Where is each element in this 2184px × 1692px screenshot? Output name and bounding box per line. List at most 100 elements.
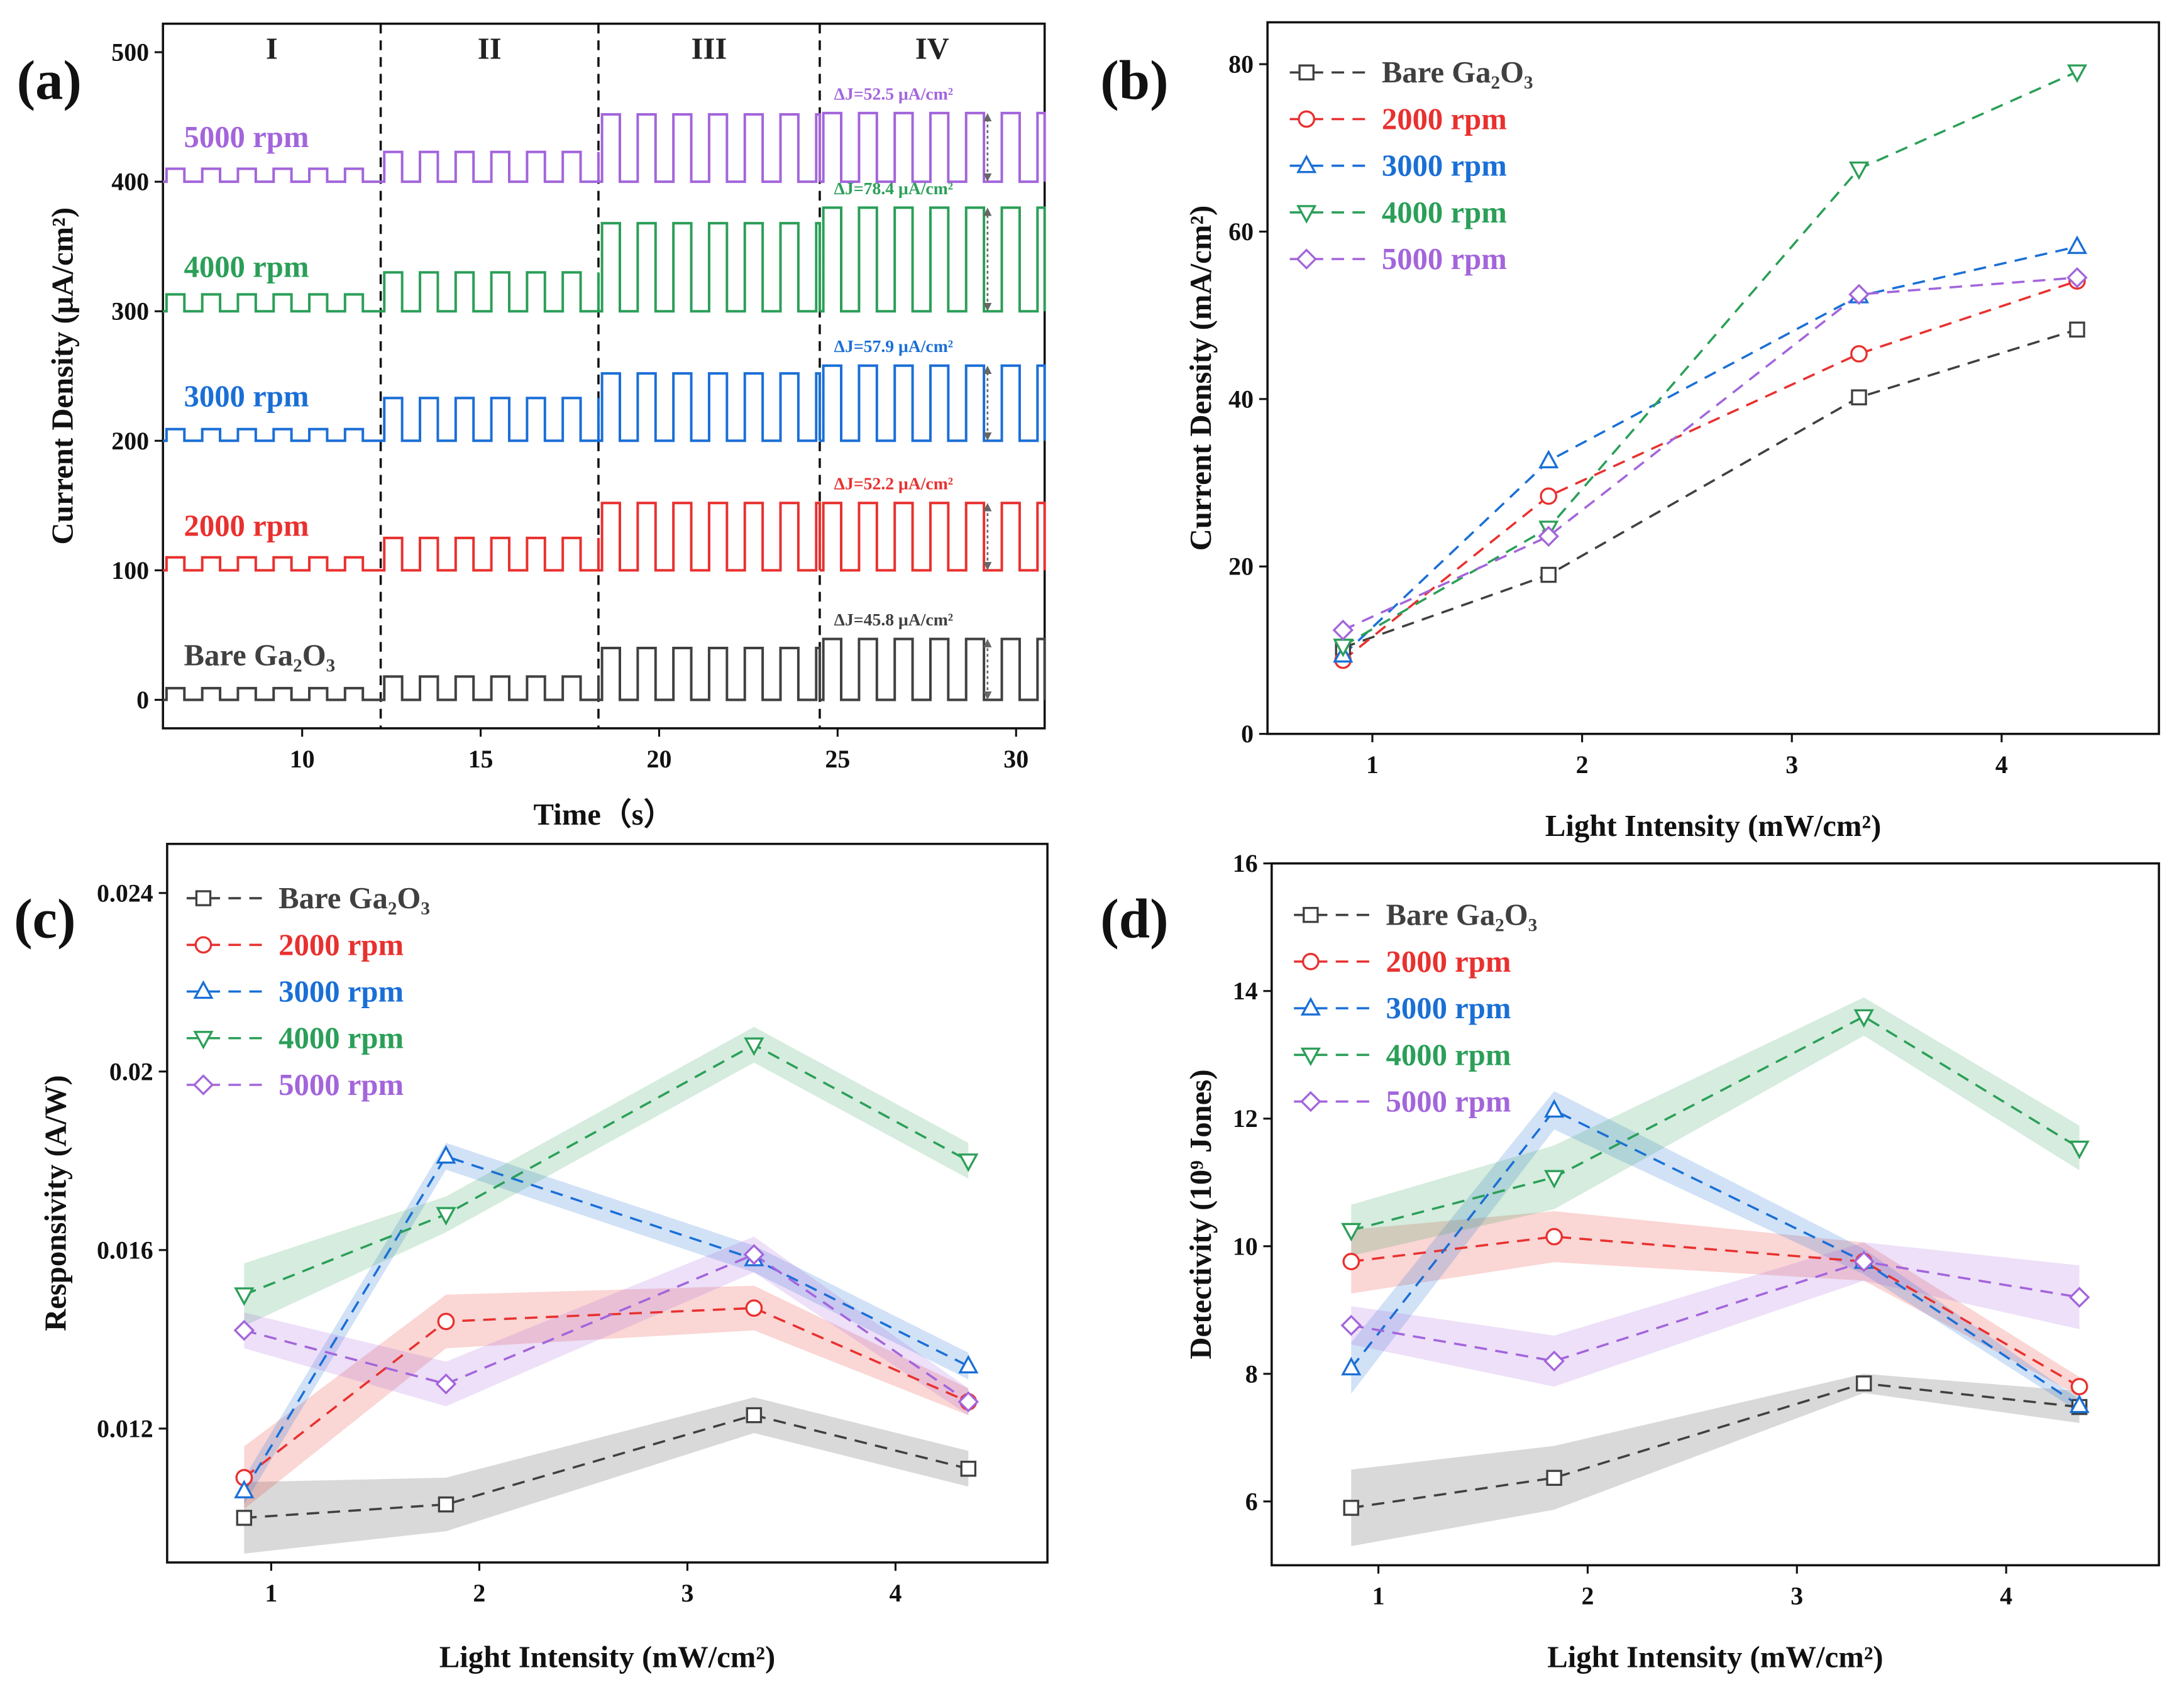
trace-label: 3000 rpm [184,379,309,413]
legend-label: Bare Ga₂O₃ [279,881,430,915]
photocurrent-trace [380,675,600,701]
error-band [1351,997,2080,1256]
legend-marker [192,1074,214,1096]
legend-label: 4000 rpm [279,1021,404,1055]
error-band [1351,1211,2080,1397]
delta-annotation: ΔJ=52.2 μA/cm² [834,474,953,493]
x-tick-label: 4 [889,1579,902,1607]
y-axis-label: Responsivity (A/W) [39,1075,73,1331]
legend-label: 2000 rpm [1382,102,1507,136]
legend-label: 3000 rpm [1382,149,1507,183]
y-tick-label: 300 [111,297,149,326]
series-line [1342,276,2078,632]
series-line [243,1155,969,1492]
x-tick-label: 1 [1366,750,1379,779]
y-tick-label: 14 [1233,977,1258,1005]
photocurrent-trace [163,293,381,313]
data-point [435,1373,457,1395]
photocurrent-trace [598,647,821,701]
x-tick-label: 2 [473,1579,485,1607]
legend-marker [1296,248,1317,270]
data-point [1853,1009,1874,1028]
x-tick-label: 1 [1372,1582,1385,1610]
x-tick-label: 2 [1576,750,1589,779]
legend-marker [1296,154,1317,173]
legend-label: 3000 rpm [1386,991,1511,1025]
panel-label: (a) [17,50,82,112]
data-point [744,1037,764,1057]
series-line [1351,1382,2080,1509]
y-axis-label: Detectivity (10⁹ Jones) [1184,1069,1218,1359]
y-tick-label: 400 [111,168,149,196]
photocurrent-trace [819,637,1046,701]
y-tick-label: 0.024 [97,879,153,907]
y-tick-label: 8 [1245,1360,1258,1388]
region-label: IV [915,32,949,66]
trace-label: Bare Ga₂O₃ [184,639,335,673]
x-tick-label: 3 [1790,1582,1803,1610]
data-point [1540,487,1558,505]
legend-label: 4000 rpm [1386,1038,1511,1072]
y-tick-label: 100 [111,556,149,585]
legend-marker [1300,997,1321,1016]
legend-marker [1298,110,1316,128]
y-tick-label: 0 [136,686,149,714]
legend-marker [1303,906,1319,923]
data-point [234,1287,255,1306]
data-point [234,1480,255,1498]
data-point [2066,64,2088,83]
error-band [244,1236,969,1415]
data-point [960,1461,977,1477]
photocurrent-trace [598,222,821,313]
data-point [2069,1394,2090,1414]
error-band [244,1397,969,1554]
legend-marker [1300,1047,1321,1067]
series-line [1342,328,2078,649]
x-tick-label: 3 [1785,750,1798,779]
data-point [743,1244,765,1265]
legend-marker [1301,953,1320,970]
legend-label: 5000 rpm [1382,242,1507,276]
y-tick-label: 40 [1228,385,1254,413]
photocurrent-trace [380,536,600,572]
legend-label: 4000 rpm [1382,195,1507,229]
x-tick-label: 2 [1581,1582,1594,1610]
x-tick-label: 3 [681,1579,693,1607]
legend-marker [193,980,214,999]
error-band [1351,1242,2080,1387]
panel-label: (c) [14,888,75,950]
legend-marker [195,890,212,906]
legend-label: 5000 rpm [279,1068,404,1102]
x-tick-label: 20 [647,745,672,773]
legend-marker [194,936,212,954]
photocurrent-trace [819,111,1046,184]
data-point [745,1299,763,1317]
y-tick-label: 0 [1241,720,1254,748]
photocurrent-trace [380,397,600,442]
data-point [1340,1314,1362,1336]
data-point [2070,1378,2088,1395]
legend-marker [1296,205,1317,224]
photocurrent-trace [819,206,1046,313]
x-tick-label: 25 [825,745,850,773]
y-tick-label: 80 [1228,50,1254,79]
data-point [1538,449,1559,469]
y-tick-label: 200 [111,427,149,455]
data-point [1851,389,1867,405]
data-point [2069,321,2085,338]
y-tick-label: 12 [1233,1104,1258,1133]
region-label: I [266,32,278,66]
y-tick-label: 16 [1233,849,1258,877]
trace-label: 2000 rpm [184,508,309,542]
data-point [1540,566,1557,583]
legend-label: 2000 rpm [1386,945,1511,979]
legend-marker [1300,1090,1321,1112]
plot-frame [1266,21,2160,735]
data-point [1546,1470,1562,1486]
legend-label: 2000 rpm [279,928,404,962]
photocurrent-trace [163,556,381,572]
panel-label: (b) [1100,50,1168,112]
y-tick-label: 20 [1228,552,1254,581]
data-point [746,1407,763,1424]
y-tick-label: 60 [1228,217,1254,246]
